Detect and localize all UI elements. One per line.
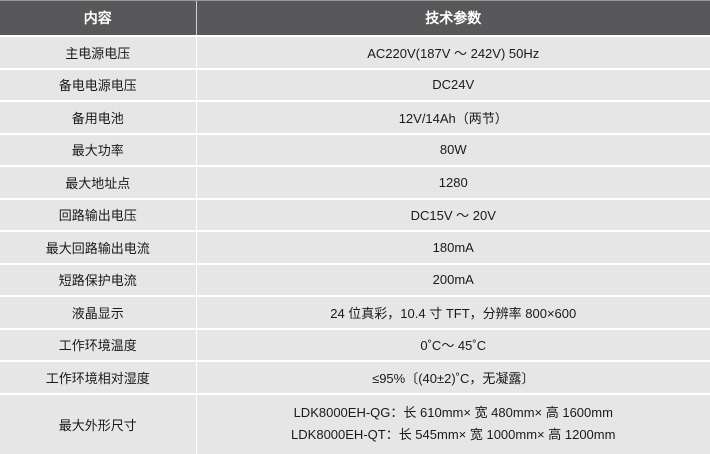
row-value: AC220V(187V ～ 242V) 50Hz <box>196 36 710 69</box>
header-parameters: 技术参数 <box>196 1 710 37</box>
row-value: 12V/14Ah（两节） <box>196 101 710 134</box>
dimension-line: LDK8000EH-QT：长 545mm× 宽 1000mm× 高 1200mm <box>197 424 710 446</box>
header-item: 内容 <box>0 1 196 37</box>
row-item: 备用电池 <box>0 101 196 134</box>
row-item: 工作环境相对湿度 <box>0 361 196 394</box>
row-value: 24 位真彩，10.4 寸 TFT，分辨率 800×600 <box>196 296 710 329</box>
row-value: 1280 <box>196 166 710 199</box>
row-value: DC24V <box>196 69 710 102</box>
row-item: 最大外形尺寸 <box>0 394 196 454</box>
row-value: 0˚C～ 45˚C <box>196 329 710 362</box>
row-item: 最大回路输出电流 <box>0 231 196 264</box>
row-item: 回路输出电压 <box>0 199 196 232</box>
table-row: 工作环境相对湿度≤95%〔(40±2)˚C，无凝露〕 <box>0 361 710 394</box>
row-item: 液晶显示 <box>0 296 196 329</box>
row-value: ≤95%〔(40±2)˚C，无凝露〕 <box>196 361 710 394</box>
row-value: 80W <box>196 134 710 167</box>
row-item: 最大地址点 <box>0 166 196 199</box>
row-item: 主电源电压 <box>0 36 196 69</box>
dimension-line: LDK8000EH-QG：长 610mm× 宽 480mm× 高 1600mm <box>197 402 710 424</box>
row-value: 200mA <box>196 264 710 297</box>
header-row: 内容 技术参数 <box>0 1 710 37</box>
row-item: 备电电源电压 <box>0 69 196 102</box>
row-item: 最大功率 <box>0 134 196 167</box>
row-value: 180mA <box>196 231 710 264</box>
row-item: 工作环境温度 <box>0 329 196 362</box>
row-value: DC15V ～ 20V <box>196 199 710 232</box>
row-item: 短路保护电流 <box>0 264 196 297</box>
